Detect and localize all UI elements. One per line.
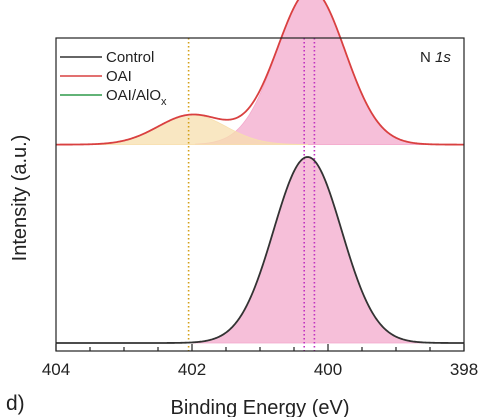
corner-label-main: N: [420, 49, 435, 66]
panel-label: d): [6, 392, 25, 415]
x-tick-label-404: 404: [42, 360, 70, 379]
x-axis-title: Binding Energy (eV): [171, 397, 350, 417]
peak-fill-control-0: [191, 156, 424, 344]
x-tick-label-400: 400: [314, 360, 342, 379]
legend-name-control: Control: [106, 49, 154, 66]
x-tick-label-398: 398: [450, 360, 478, 379]
series-line-oai: [56, 0, 464, 146]
ticks-layer: 404 402 400 398: [42, 344, 478, 379]
legend: Control OAI OAI/AlOx: [60, 49, 167, 108]
legend-name-oai: OAI: [106, 68, 132, 85]
series-line-control: [56, 156, 465, 344]
legend-label-oai-alox: OAI/AlOx: [106, 87, 167, 108]
y-axis-title: Intensity (a.u.): [9, 135, 31, 262]
refline-layer: [187, 38, 316, 351]
legend-label-oai: OAI: [106, 68, 132, 85]
corner-label: N 1s: [420, 49, 451, 66]
curves-layer: [56, 0, 465, 344]
legend-subscript-oai-alox: x: [161, 96, 167, 108]
x-tick-label-402: 402: [178, 360, 206, 379]
corner-label-italic: 1s: [435, 49, 451, 66]
legend-name-oai-alox: OAI/AlO: [106, 87, 161, 104]
legend-label-control: Control: [106, 49, 154, 66]
peak-fill-oai-0: [195, 0, 427, 145]
